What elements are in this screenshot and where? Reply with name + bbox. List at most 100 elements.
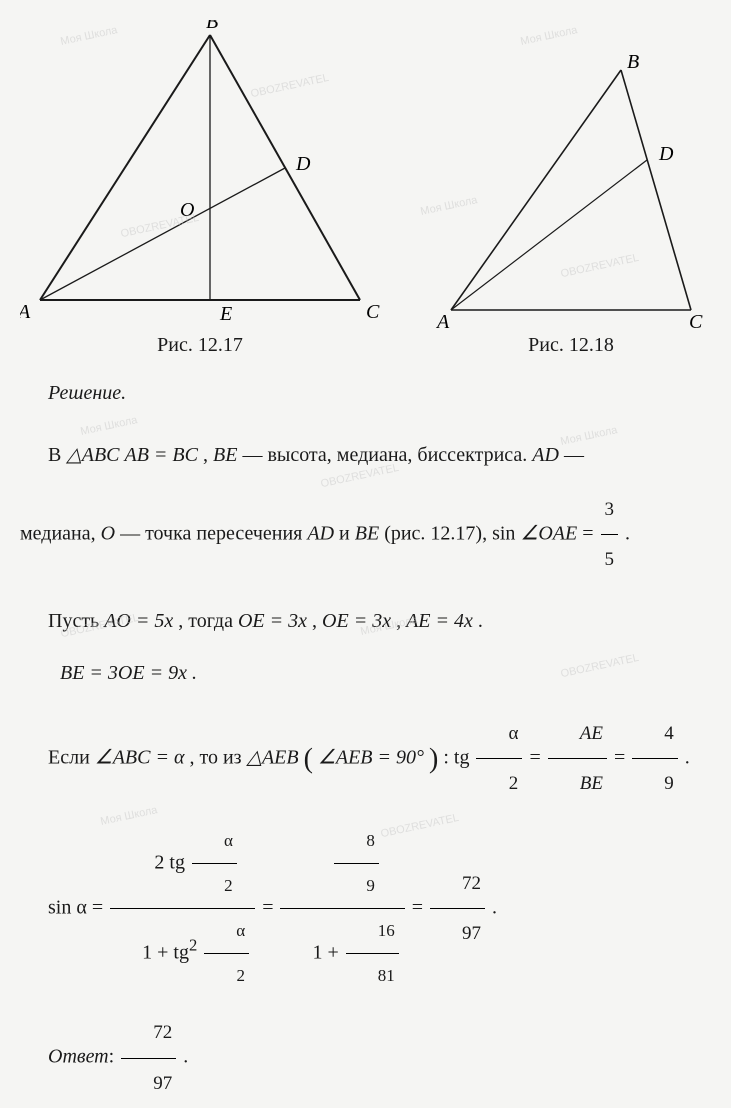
svg-text:B: B (627, 51, 639, 73)
frac-ans: 72 97 (121, 1008, 176, 1108)
d: 81 (346, 954, 399, 998)
den: 1 + 16 81 (280, 909, 404, 998)
frac-inner-top: α 2 (192, 819, 237, 908)
t: OE = 3x (322, 610, 391, 632)
t: , (312, 610, 322, 632)
n: 72 (121, 1008, 176, 1058)
n: AE (548, 709, 607, 759)
t: sin α = (48, 896, 108, 918)
svg-text:A: A (435, 311, 450, 330)
d: 9 (334, 864, 379, 908)
t: △AEB (247, 746, 299, 768)
para-2: медиана, O — точка пересечения AD и BE (… (20, 485, 711, 585)
caption-2: Рис. 12.18 (431, 334, 711, 357)
triangle-diagram-1: A B C D E O (20, 20, 380, 330)
n: α (204, 909, 249, 954)
frac-3-5: 3 5 (601, 485, 619, 585)
t: — высота, медиана, биссектриса. (242, 444, 532, 466)
frac-8-9: 8 9 (334, 819, 379, 908)
t: ( (304, 743, 313, 774)
t: , тогда (178, 610, 238, 632)
para-1: В △ABC AB = BC , BE — высота, медиана, б… (20, 429, 711, 481)
t: ∠OAE (520, 522, 577, 544)
frac-mid: 8 9 1 + 16 81 (280, 819, 404, 999)
t: , (203, 444, 213, 466)
t: . (685, 746, 690, 768)
t: . (492, 896, 497, 918)
num: 8 9 (280, 819, 404, 909)
figure-1: A B C D E O Рис. 12.17 (20, 20, 380, 357)
n: 8 (334, 819, 379, 864)
d: 2 (192, 864, 237, 908)
t: 2 tg (154, 851, 190, 873)
caption-1: Рис. 12.17 (20, 334, 380, 357)
t: BE = 3OE = 9x . (60, 662, 197, 684)
figures-row: A B C D E O Рис. 12.17 A B C D Рис. 12.18 (20, 20, 711, 357)
t: . (625, 522, 630, 544)
num: 2 tg α 2 (110, 819, 255, 909)
t: AD (307, 522, 334, 544)
t: медиана, (20, 522, 101, 544)
t: , (396, 610, 406, 632)
frac-ae-be: AE BE (548, 709, 607, 809)
n: 16 (346, 909, 399, 954)
n: α (476, 709, 522, 759)
t: . (183, 1046, 188, 1068)
svg-text:D: D (295, 153, 311, 175)
frac-a-2: α 2 (476, 709, 522, 809)
t: = (529, 746, 545, 768)
solution-block: Решение. В △ABC AB = BC , BE — высота, м… (20, 367, 711, 1108)
n: 72 (430, 859, 485, 909)
d: 97 (121, 1059, 176, 1108)
t: O (101, 522, 115, 544)
t: = (614, 746, 630, 768)
frac-16-81: 16 81 (346, 909, 399, 998)
answer-label: Ответ (48, 1046, 109, 1068)
t: ∠AEB = 90° (318, 746, 424, 768)
svg-text:O: O (180, 199, 194, 221)
t: ) (429, 743, 438, 774)
d: 97 (430, 909, 485, 958)
t: BE (213, 444, 237, 466)
frac-4-9: 4 9 (632, 709, 678, 809)
t: В (48, 444, 66, 466)
n: 3 (601, 485, 619, 535)
den: 1 + tg 2 α 2 (110, 909, 255, 998)
svg-text:C: C (689, 311, 703, 330)
svg-text:D: D (658, 143, 674, 165)
t: BE (355, 522, 379, 544)
t: — (564, 444, 584, 466)
frac-inner-bot: α 2 (204, 909, 249, 998)
svg-text:B: B (206, 20, 218, 33)
svg-text:C: C (366, 301, 380, 323)
t: Пусть (48, 610, 104, 632)
para-6: sin α = 2 tg α 2 1 + tg 2 α 2 = (20, 819, 711, 999)
para-5: Если ∠ABC = α , то из △AEB ( ∠AEB = 90° … (20, 709, 711, 809)
para-4: BE = 3OE = 9x . (20, 647, 711, 699)
frac-main: 2 tg α 2 1 + tg 2 α 2 (110, 819, 255, 999)
svg-text:A: A (20, 301, 31, 323)
t: = (582, 522, 598, 544)
t: 1 + tg (142, 941, 189, 963)
t: 1 + (312, 941, 343, 963)
triangle-diagram-2: A B C D (431, 50, 711, 330)
t: ∠ABC = α (95, 746, 185, 768)
t: и (339, 522, 355, 544)
answer: Ответ: 72 97 . (20, 1008, 711, 1108)
t: AE = 4x (406, 610, 473, 632)
d: 9 (632, 759, 678, 808)
d: 2 (204, 954, 249, 998)
t: AO = 5x (104, 610, 173, 632)
para-3: Пусть AO = 5x , тогда OE = 3x , OE = 3x … (20, 595, 711, 647)
t: AD (532, 444, 559, 466)
t: AB = BC (125, 444, 199, 466)
t: OE = 3x (238, 610, 307, 632)
t: △ABC (66, 444, 119, 466)
svg-text:E: E (219, 303, 232, 325)
t: Если (48, 746, 95, 768)
n: 4 (632, 709, 678, 759)
t: (рис. 12.17), sin (384, 522, 520, 544)
t: , то из (189, 746, 246, 768)
solution-heading: Решение. (20, 367, 711, 419)
t: = (412, 896, 428, 918)
